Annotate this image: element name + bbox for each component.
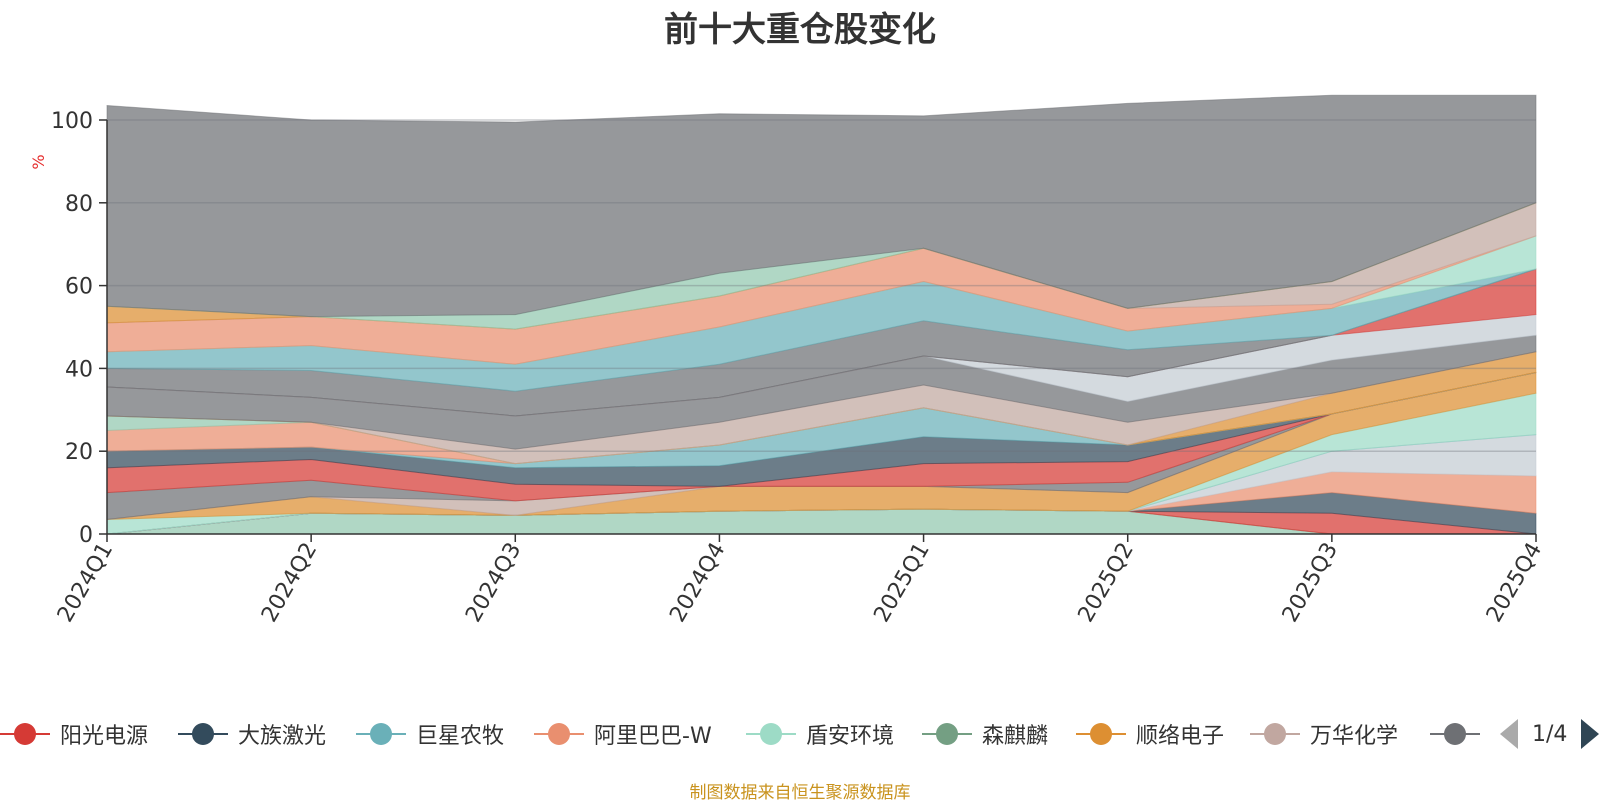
legend-item[interactable]: 大族激光 [178, 714, 326, 754]
legend-item[interactable]: 顺络电子 [1076, 714, 1224, 754]
legend-prev-page-button[interactable] [1500, 719, 1518, 749]
legend-marker-icon [922, 722, 972, 746]
legend-marker-icon [1430, 722, 1480, 746]
legend-marker-icon [746, 722, 796, 746]
data-source-note: 制图数据来自恒生聚源数据库 [689, 783, 911, 803]
x-tick-label: 2025Q4 [1482, 539, 1547, 627]
x-tick-label: 2024Q1 [53, 539, 118, 627]
x-tick-label: 2025Q1 [869, 539, 934, 627]
legend-item[interactable]: 森麒麟 [922, 714, 1048, 754]
x-tick-label: 2024Q2 [257, 539, 322, 627]
legend-marker-icon [0, 722, 50, 746]
y-tick-label: 80 [65, 192, 93, 217]
chart-title: 前十大重仓股变化 [664, 10, 936, 50]
x-tick-label: 2025Q3 [1278, 539, 1343, 627]
legend-marker-icon [1076, 722, 1126, 746]
legend-label: 万华化学 [1310, 724, 1399, 749]
legend-marker-icon [178, 722, 228, 746]
legend-label: 森麒麟 [982, 724, 1049, 749]
y-tick-label: 60 [65, 275, 93, 300]
legend-next-page-button[interactable] [1581, 719, 1600, 749]
y-axis-unit: % [29, 154, 48, 169]
legend-label: 阳光电源 [60, 724, 149, 749]
legend: 阳光电源 大族激光 巨星农牧 阿里巴巴-W 盾安环境 森麒麟 顺络电子 万华化学 1/4 [0, 714, 1600, 754]
legend-label: 大族激光 [238, 724, 327, 749]
legend-item[interactable]: 巨星农牧 [356, 714, 504, 754]
stacked-areas [106, 94, 1537, 535]
legend-marker-icon [356, 722, 406, 746]
legend-item[interactable]: 万华化学 [1250, 714, 1398, 754]
area-series-31 [106, 94, 1537, 318]
legend-label: 巨星农牧 [416, 724, 505, 749]
legend-page-indicator: 1/4 [1532, 721, 1568, 747]
x-tick-label: 2024Q3 [461, 539, 526, 627]
x-tick-label: 2025Q2 [1074, 539, 1139, 627]
area-chart: 0 20 40 60 80 100 2024Q1 2024Q2 2024Q3 2024Q4 2025… [29, 94, 1547, 627]
legend-label: 顺络电子 [1136, 724, 1225, 749]
legend-item[interactable]: 阿里巴巴-W [534, 714, 712, 754]
y-tick-label: 20 [65, 440, 93, 465]
legend-marker-icon [1250, 722, 1300, 746]
legend-item[interactable] [1430, 714, 1480, 754]
y-tick-label: 100 [51, 109, 93, 134]
legend-marker-icon [534, 722, 584, 746]
x-tick-label: 2024Q4 [665, 539, 730, 627]
grid-lines [107, 119, 1536, 452]
y-tick-label: 0 [79, 523, 93, 548]
legend-label: 阿里巴巴-W [594, 724, 712, 749]
legend-item[interactable]: 阳光电源 [0, 714, 148, 754]
legend-label: 盾安环境 [806, 724, 895, 749]
legend-item[interactable]: 盾安环境 [746, 714, 894, 754]
legend-pager: 1/4 [1500, 714, 1600, 754]
y-tick-label: 40 [65, 357, 93, 382]
